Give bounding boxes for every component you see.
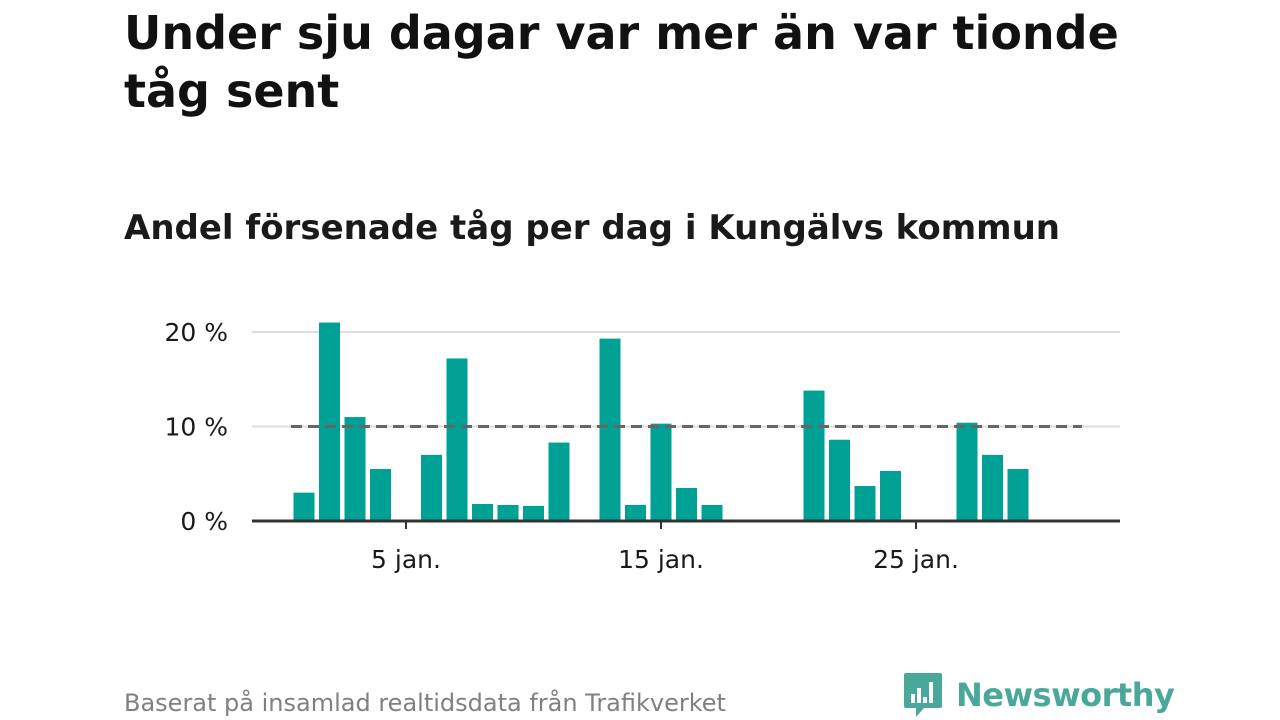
bar — [956, 422, 978, 521]
bar — [701, 504, 723, 521]
bar — [1007, 469, 1029, 521]
logo-text: Newsworthy — [956, 676, 1175, 714]
bar — [319, 322, 340, 521]
chart-subtitle: Andel försenade tåg per dag i Kungälvs k… — [124, 208, 1060, 248]
bar — [599, 338, 621, 521]
bar — [676, 487, 697, 521]
bar — [523, 505, 544, 521]
bar — [625, 504, 646, 521]
bar — [829, 439, 850, 521]
bar — [803, 390, 825, 521]
bar — [421, 454, 442, 521]
y-tick-label: 10 % — [164, 413, 228, 442]
bar — [344, 417, 366, 521]
bar — [854, 486, 876, 521]
x-tick-label: 15 jan. — [618, 545, 704, 574]
bar — [472, 503, 493, 521]
bar — [370, 469, 391, 521]
newsworthy-chart-icon — [904, 673, 942, 717]
bar — [982, 454, 1003, 521]
bar — [293, 492, 315, 521]
y-tick-label: 0 % — [180, 507, 228, 536]
bar — [497, 504, 519, 521]
source-note: Baserat på insamlad realtidsdata från Tr… — [124, 689, 726, 717]
bar — [446, 358, 468, 521]
bar — [880, 470, 901, 521]
x-tick-label: 5 jan. — [371, 545, 441, 574]
chart-title: Under sju dagar var mer än var tionde tå… — [124, 6, 1119, 118]
y-tick-label: 20 % — [164, 318, 228, 347]
bar — [548, 442, 570, 521]
bar — [650, 423, 672, 521]
x-tick-label: 25 jan. — [873, 545, 959, 574]
newsworthy-logo: Newsworthy — [902, 670, 1175, 720]
